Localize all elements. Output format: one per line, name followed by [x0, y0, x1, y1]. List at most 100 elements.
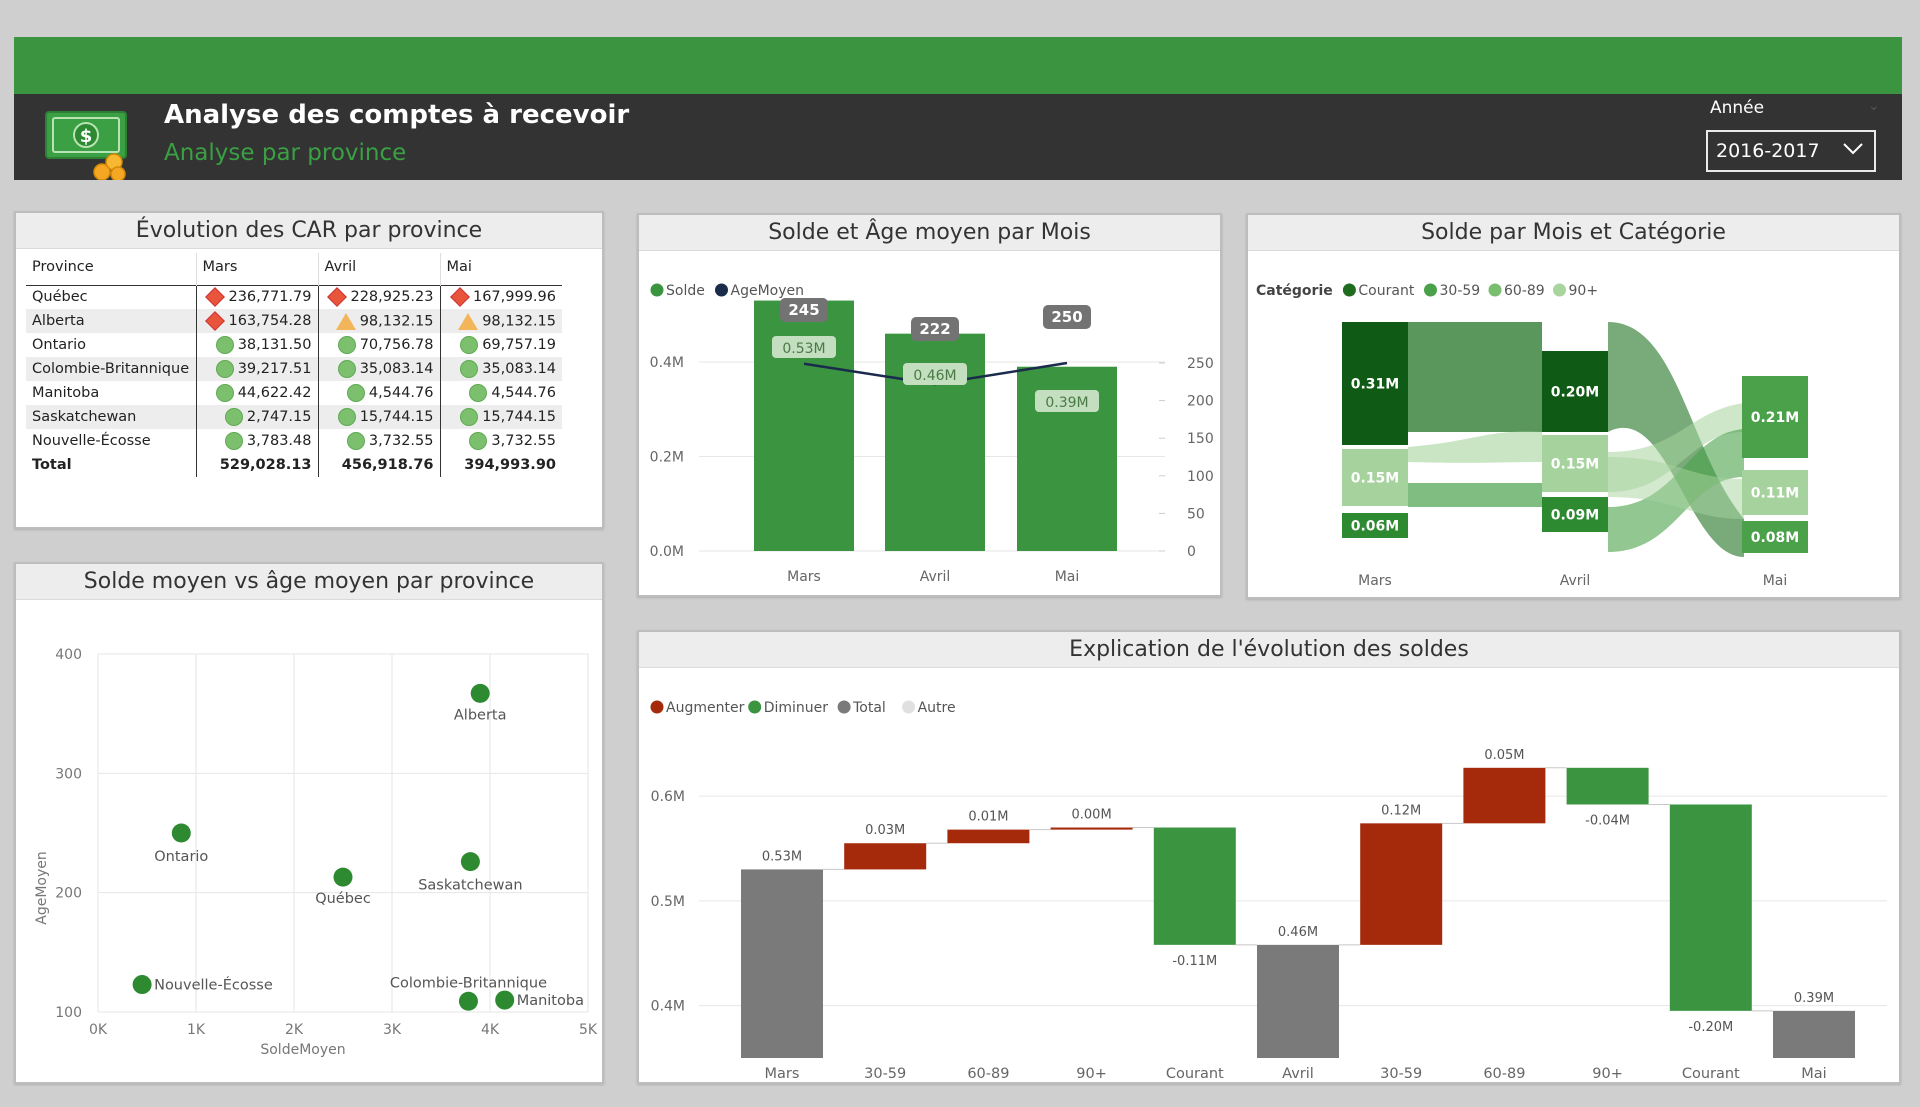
legend-marker	[902, 700, 916, 714]
data-label-agemoyen: 245	[788, 301, 819, 319]
data-label: 0.39M	[1794, 991, 1834, 1006]
stack-segment	[1542, 351, 1608, 432]
ribbon-flow	[1408, 322, 1542, 432]
x-tick: Avril	[920, 569, 951, 585]
x-tick: 90+	[1592, 1066, 1623, 1082]
total-avril: 456,918.76	[317, 453, 440, 477]
card-title: Explication de l'évolution des soldes	[639, 632, 1899, 668]
column-header-mai[interactable]: Mai	[439, 253, 562, 285]
y-tick: 300	[55, 766, 82, 782]
segment-label: 0.21M	[1751, 410, 1799, 426]
data-label: 0.01M	[968, 810, 1008, 825]
value-cell-mai: 167,999.96	[439, 284, 562, 309]
table-row[interactable]: Nouvelle-Écosse 3,783.48 3,732.55 3,732.55	[26, 429, 562, 453]
legend-item: Augmenter	[666, 700, 745, 716]
scatter-point	[470, 683, 490, 703]
waterfall-bar	[741, 869, 823, 1058]
value-text: 35,083.14	[359, 361, 434, 377]
card-title: Évolution des CAR par province	[16, 213, 602, 249]
data-label-box	[780, 298, 828, 322]
value-text: 3,732.55	[368, 433, 434, 449]
x-tick: Mai	[1763, 573, 1788, 589]
data-label-box	[772, 336, 836, 358]
value-text: 38,131.50	[237, 337, 312, 353]
x-tick: 90+	[1076, 1066, 1107, 1082]
column-header-avril[interactable]: Avril	[317, 253, 440, 285]
legend-marker	[650, 700, 664, 714]
x-tick: 0K	[89, 1022, 108, 1038]
legend-marker	[715, 283, 728, 297]
card-title: Solde et Âge moyen par Mois	[639, 215, 1220, 251]
total-mars: 529,028.13	[195, 453, 318, 477]
waterfall-bar	[844, 843, 927, 870]
value-text: 228,925.23	[350, 289, 434, 306]
table-row[interactable]: Colombie-Britannique 39,217.51 35,083.14 35…	[26, 357, 562, 381]
data-label: 0.03M	[865, 823, 905, 838]
value-cell-mars: 236,771.79	[195, 284, 318, 309]
data-label-agemoyen: 250	[1051, 308, 1082, 326]
table-row[interactable]: Québec 236,771.79 228,925.23 167,999.96	[26, 284, 562, 309]
legend-item: Courant	[1358, 283, 1414, 299]
y-left-tick: 0.2M	[650, 450, 684, 466]
legend-marker	[1342, 283, 1356, 297]
legend-item: Diminuer	[764, 700, 829, 716]
stack-segment	[1742, 376, 1808, 458]
y-axis-label: AgeMoyen	[34, 851, 50, 925]
y-left-tick: 0.4M	[650, 355, 684, 371]
data-label: 0.46M	[1278, 925, 1318, 940]
scatter-point	[333, 867, 353, 887]
data-label: 0.05M	[1484, 748, 1524, 763]
segment-label: 0.11M	[1751, 486, 1799, 502]
table-row[interactable]: Manitoba 44,622.42 4,544.76 4,544.76	[26, 381, 562, 405]
x-tick: 1K	[187, 1022, 206, 1038]
status-circle-icon	[346, 432, 365, 450]
data-label: -0.04M	[1585, 813, 1630, 828]
value-cell-mai: 35,083.14	[439, 357, 562, 381]
value-text: 98,132.15	[359, 313, 434, 329]
status-triangle-icon	[458, 312, 479, 330]
value-cell-mai: 69,757.19	[439, 333, 562, 357]
y-tick: 200	[55, 886, 82, 902]
y-right-tick: 150	[1187, 431, 1214, 447]
stack-segment	[1742, 521, 1808, 553]
y-right-tick: 250	[1187, 356, 1214, 372]
table-row[interactable]: Ontario 38,131.50 70,756.78 69,757.19	[26, 333, 562, 357]
value-cell-avril: 4,544.76	[317, 381, 440, 405]
report-header: $ Analyse des comptes à recevoir Analyse…	[14, 94, 1902, 180]
data-label-box	[903, 363, 967, 385]
total-mai: 394,993.90	[439, 453, 562, 477]
x-axis-label: SoldeMoyen	[260, 1042, 345, 1058]
table-row[interactable]: Saskatchewan 2,747.15 15,744.15 15,744.15	[26, 405, 562, 429]
status-circle-icon	[337, 360, 356, 378]
status-diamond-icon	[205, 311, 226, 331]
x-tick: Courant	[1682, 1066, 1740, 1082]
legend-title: Catégorie	[1256, 283, 1333, 299]
column-header-mars[interactable]: Mars	[195, 253, 318, 285]
value-cell-mai: 15,744.15	[439, 405, 562, 429]
value-text: 4,544.76	[368, 385, 434, 401]
status-diamond-icon	[205, 287, 226, 308]
y-right-tick: 50	[1187, 506, 1205, 522]
point-label: Nouvelle-Écosse	[154, 977, 273, 994]
data-label: 0.12M	[1381, 803, 1421, 818]
slicer-chevron-icon[interactable]: ⌄	[1868, 98, 1880, 114]
table-row[interactable]: Alberta 163,754.28 98,132.15 98,132.15	[26, 309, 562, 333]
y-right-tick: 0	[1187, 544, 1196, 560]
data-label-solde: 0.46M	[913, 368, 956, 384]
x-tick: Mai	[1055, 569, 1080, 585]
province-cell: Alberta	[26, 309, 196, 333]
year-select[interactable]: 2016-2017	[1706, 130, 1876, 172]
y-tick: 0.5M	[651, 894, 685, 910]
waterfall-bar	[1566, 767, 1649, 805]
card-title: Solde moyen vs âge moyen par province	[16, 564, 602, 600]
column-header-province[interactable]: Province	[32, 259, 94, 275]
value-text: 35,083.14	[482, 361, 556, 377]
legend-item: Total	[852, 700, 886, 716]
report-title: Analyse des comptes à recevoir	[164, 100, 630, 130]
x-tick: Avril	[1282, 1066, 1314, 1082]
value-text: 4,544.76	[491, 385, 556, 401]
value-cell-mars: 3,783.48	[195, 429, 318, 453]
legend-item: 90+	[1569, 283, 1599, 299]
stack-segment	[1342, 513, 1408, 538]
x-tick: 60-89	[967, 1066, 1009, 1082]
